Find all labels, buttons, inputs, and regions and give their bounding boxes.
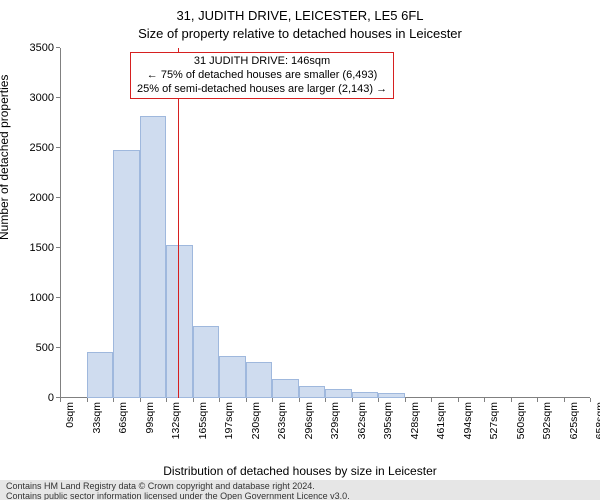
attribution-line2: Contains public sector information licen…	[6, 491, 594, 500]
reference-line	[178, 48, 179, 398]
chart-title-line1: 31, JUDITH DRIVE, LEICESTER, LE5 6FL	[0, 8, 600, 23]
x-tick-mark	[87, 398, 88, 402]
plot-area: 05001000150020002500300035000sqm33sqm66s…	[60, 48, 590, 398]
x-tick-label: 0sqm	[64, 402, 76, 428]
histogram-bar	[219, 356, 246, 398]
info-box: 31 JUDITH DRIVE: 146sqm← 75% of detached…	[130, 52, 394, 99]
x-tick-mark	[564, 398, 565, 402]
x-tick-mark	[537, 398, 538, 402]
x-tick-label: 197sqm	[223, 402, 235, 439]
x-tick-mark	[378, 398, 379, 402]
info-box-line1: 31 JUDITH DRIVE: 146sqm	[137, 55, 387, 69]
info-box-line3: 25% of semi-detached houses are larger (…	[137, 83, 387, 97]
x-tick-label: 230sqm	[250, 402, 262, 439]
x-tick-mark	[60, 398, 61, 402]
x-tick-mark	[405, 398, 406, 402]
x-tick-mark	[352, 398, 353, 402]
x-tick-label: 99sqm	[144, 402, 156, 434]
y-tick-mark	[56, 147, 60, 148]
histogram-bar	[193, 326, 220, 398]
chart-container: { "title_line1": "31, JUDITH DRIVE, LEIC…	[0, 0, 600, 500]
y-tick-mark	[56, 347, 60, 348]
x-tick-label: 428sqm	[409, 402, 421, 439]
histogram-bar	[140, 116, 167, 398]
x-tick-label: 461sqm	[435, 402, 447, 439]
y-tick-label: 2500	[30, 142, 54, 154]
x-tick-mark	[246, 398, 247, 402]
x-tick-label: 66sqm	[117, 402, 129, 434]
y-tick-label: 1500	[30, 242, 54, 254]
y-tick-label: 3500	[30, 42, 54, 54]
y-tick-mark	[56, 47, 60, 48]
histogram-bar	[272, 379, 299, 398]
y-tick-mark	[56, 97, 60, 98]
x-tick-label: 263sqm	[276, 402, 288, 439]
y-tick-mark	[56, 297, 60, 298]
y-tick-label: 500	[36, 342, 54, 354]
x-tick-label: 494sqm	[462, 402, 474, 439]
x-tick-label: 625sqm	[568, 402, 580, 439]
x-tick-mark	[166, 398, 167, 402]
y-tick-mark	[56, 247, 60, 248]
histogram-bar	[246, 362, 273, 398]
histogram-bar	[378, 393, 405, 398]
x-tick-mark	[511, 398, 512, 402]
histogram-bar	[352, 392, 379, 398]
x-tick-mark	[193, 398, 194, 402]
x-tick-label: 132sqm	[170, 402, 182, 439]
x-tick-mark	[219, 398, 220, 402]
x-tick-label: 592sqm	[541, 402, 553, 439]
x-tick-mark	[140, 398, 141, 402]
histogram-bar	[113, 150, 140, 398]
histogram-bar	[299, 386, 326, 398]
x-tick-mark	[458, 398, 459, 402]
y-tick-label: 2000	[30, 192, 54, 204]
y-tick-mark	[56, 197, 60, 198]
x-tick-label: 395sqm	[382, 402, 394, 439]
y-axis-label: Number of detached properties	[0, 75, 11, 240]
x-tick-label: 33sqm	[91, 402, 103, 434]
histogram-bar	[87, 352, 114, 398]
chart-title-line2: Size of property relative to detached ho…	[0, 26, 600, 41]
info-box-line2: ← 75% of detached houses are smaller (6,…	[137, 69, 387, 83]
x-tick-label: 329sqm	[329, 402, 341, 439]
x-tick-label: 658sqm	[594, 402, 600, 439]
x-tick-label: 362sqm	[356, 402, 368, 439]
x-tick-label: 527sqm	[488, 402, 500, 439]
histogram-bar	[166, 245, 193, 398]
x-tick-mark	[113, 398, 114, 402]
x-tick-mark	[590, 398, 591, 402]
y-axis-line	[60, 48, 61, 398]
histogram-bar	[325, 389, 352, 398]
x-axis-label: Distribution of detached houses by size …	[0, 464, 600, 478]
y-tick-label: 3000	[30, 92, 54, 104]
x-tick-label: 165sqm	[197, 402, 209, 439]
x-tick-label: 560sqm	[515, 402, 527, 439]
attribution-line1: Contains HM Land Registry data © Crown c…	[6, 481, 594, 491]
attribution-box: Contains HM Land Registry data © Crown c…	[0, 480, 600, 500]
x-tick-mark	[484, 398, 485, 402]
x-tick-mark	[325, 398, 326, 402]
x-tick-label: 296sqm	[303, 402, 315, 439]
x-tick-mark	[272, 398, 273, 402]
y-tick-label: 1000	[30, 292, 54, 304]
y-tick-label: 0	[48, 392, 54, 404]
x-tick-mark	[431, 398, 432, 402]
x-tick-mark	[299, 398, 300, 402]
